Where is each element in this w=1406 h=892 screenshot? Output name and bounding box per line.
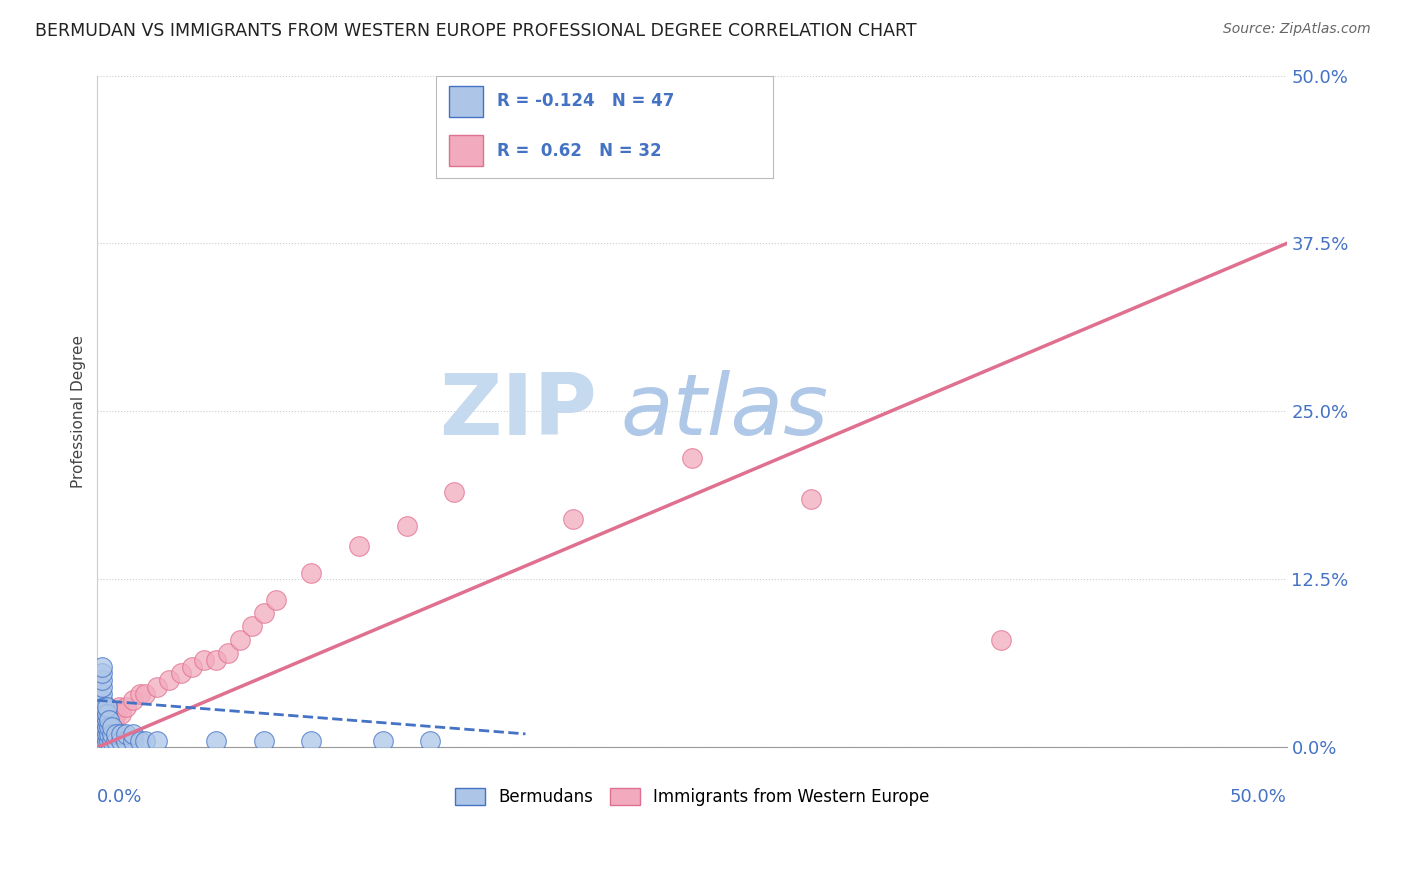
Point [105, 733, 128, 747]
Point [129, 733, 152, 747]
Point [264, 592, 287, 607]
Point [240, 619, 263, 633]
Point [371, 733, 394, 747]
Point [100, 727, 122, 741]
Point [110, 706, 132, 721]
Text: BERMUDAN VS IMMIGRANTS FROM WESTERN EUROPE PROFESSIONAL DEGREE CORRELATION CHART: BERMUDAN VS IMMIGRANTS FROM WESTERN EURO… [35, 22, 917, 40]
Text: ZIP: ZIP [439, 370, 596, 453]
Point [98, 714, 121, 728]
Point [98, 720, 121, 734]
Point [93, 727, 115, 741]
Point [562, 512, 585, 526]
Point [96, 720, 118, 734]
Point [91, 673, 114, 688]
Point [990, 632, 1012, 647]
Point [129, 687, 152, 701]
Point [100, 706, 122, 721]
Point [96, 733, 118, 747]
Point [91, 720, 114, 734]
Point [146, 680, 169, 694]
Text: 0.0%: 0.0% [97, 788, 143, 805]
Point [96, 720, 118, 734]
Point [98, 733, 121, 747]
Point [122, 693, 145, 707]
Point [299, 733, 322, 747]
Point [115, 727, 138, 741]
Point [134, 687, 156, 701]
Point [115, 700, 138, 714]
Point [253, 606, 276, 620]
Point [93, 720, 115, 734]
Point [93, 700, 115, 714]
Point [91, 687, 114, 701]
Text: R = -0.124   N = 47: R = -0.124 N = 47 [496, 93, 673, 111]
Point [100, 733, 122, 747]
Point [134, 733, 156, 747]
Point [91, 659, 114, 673]
Point [181, 659, 204, 673]
Point [253, 733, 276, 747]
Point [347, 539, 370, 553]
FancyBboxPatch shape [450, 136, 484, 166]
Point [91, 706, 114, 721]
Point [205, 733, 228, 747]
Point [122, 727, 145, 741]
Point [107, 700, 129, 714]
Point [205, 653, 228, 667]
Point [91, 666, 114, 681]
Point [146, 733, 169, 747]
Point [105, 706, 128, 721]
Point [91, 714, 114, 728]
Point [96, 700, 118, 714]
Point [91, 733, 114, 747]
Point [98, 727, 121, 741]
Y-axis label: Professional Degree: Professional Degree [72, 334, 86, 488]
Text: 50.0%: 50.0% [1230, 788, 1286, 805]
Point [93, 727, 115, 741]
Text: R =  0.62   N = 32: R = 0.62 N = 32 [496, 142, 661, 160]
Point [91, 693, 114, 707]
Point [96, 714, 118, 728]
Point [93, 733, 115, 747]
Point [800, 491, 823, 506]
Point [96, 727, 118, 741]
Point [96, 706, 118, 721]
Point [419, 733, 441, 747]
Point [110, 727, 132, 741]
Point [169, 666, 191, 681]
Legend: Bermudans, Immigrants from Western Europe: Bermudans, Immigrants from Western Europ… [449, 781, 936, 813]
Text: atlas: atlas [620, 370, 828, 453]
Point [395, 518, 418, 533]
Text: Source: ZipAtlas.com: Source: ZipAtlas.com [1223, 22, 1371, 37]
Point [229, 632, 252, 647]
Point [115, 733, 138, 747]
Point [157, 673, 180, 688]
Point [98, 714, 121, 728]
Point [91, 733, 114, 747]
Point [91, 680, 114, 694]
FancyBboxPatch shape [450, 87, 484, 117]
Point [193, 653, 215, 667]
Point [100, 720, 122, 734]
Point [93, 714, 115, 728]
Point [105, 727, 128, 741]
Point [91, 727, 114, 741]
Point [443, 485, 465, 500]
Point [299, 566, 322, 580]
Point [110, 733, 132, 747]
Point [217, 646, 239, 660]
Point [93, 706, 115, 721]
Point [122, 733, 145, 747]
Point [91, 700, 114, 714]
Point [681, 451, 703, 466]
Point [103, 714, 125, 728]
